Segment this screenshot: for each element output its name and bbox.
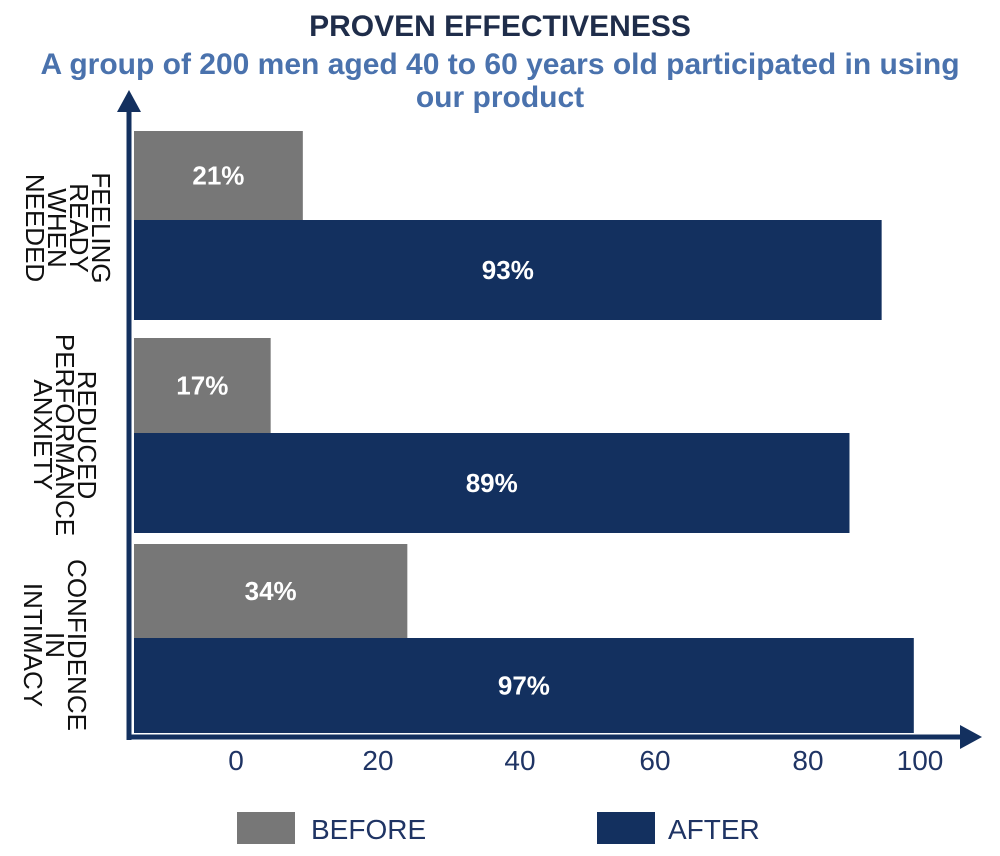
bar-before-0: [134, 131, 303, 220]
x-tick-label: 40: [504, 745, 535, 776]
category-label: FEELINGREADYWHENNEEDED: [20, 172, 116, 283]
category-label-line: IN: [40, 632, 70, 658]
bar-value-label: 34%: [245, 576, 297, 606]
category-label-line: PERFORMANCE: [50, 334, 80, 536]
chart-title: PROVEN EFFECTIVENESS: [309, 10, 691, 43]
legend-label-after: AFTER: [668, 814, 760, 845]
chart-subtitle: A group of 200 men aged 40 to 60 years o…: [40, 48, 960, 114]
bar-value-label: 89%: [466, 468, 518, 498]
bar-value-label: 97%: [498, 671, 550, 701]
legend-label-before: BEFORE: [311, 814, 426, 845]
legend-swatch-after: [597, 812, 655, 844]
category-label: CONFIDENCEININTIMACY: [18, 559, 92, 731]
x-tick-label: 20: [362, 745, 393, 776]
x-tick-label: 80: [792, 745, 823, 776]
category-label-line: WHEN: [42, 188, 72, 267]
category-label-line: REDUCED: [72, 371, 102, 500]
bar-after-0: [134, 220, 882, 320]
bar-after-2: [134, 638, 914, 733]
bar-before-2: [134, 544, 408, 638]
x-tick-label: 60: [639, 745, 670, 776]
category-label-line: ANXIETY: [28, 379, 58, 490]
category-label-line: INTIMACY: [18, 583, 48, 707]
legend-swatch-before: [237, 812, 295, 844]
bar-after-1: [134, 433, 850, 533]
x-tick-label: 100: [897, 745, 944, 776]
bar-value-label: 17%: [176, 371, 228, 401]
x-tick-label: 0: [228, 745, 244, 776]
category-label-line: READY: [64, 183, 94, 273]
bar-value-label: 93%: [482, 255, 534, 285]
x-axis-arrow: [960, 725, 982, 749]
category-label-line: NEEDED: [20, 174, 50, 282]
y-axis-arrow: [117, 90, 141, 112]
category-label: REDUCEDPERFORMANCEANXIETY: [28, 334, 102, 536]
bar-value-label: 21%: [192, 161, 244, 191]
category-label-line: FEELING: [86, 172, 116, 283]
bar-before-1: [134, 338, 271, 433]
category-label-line: CONFIDENCE: [62, 559, 92, 731]
